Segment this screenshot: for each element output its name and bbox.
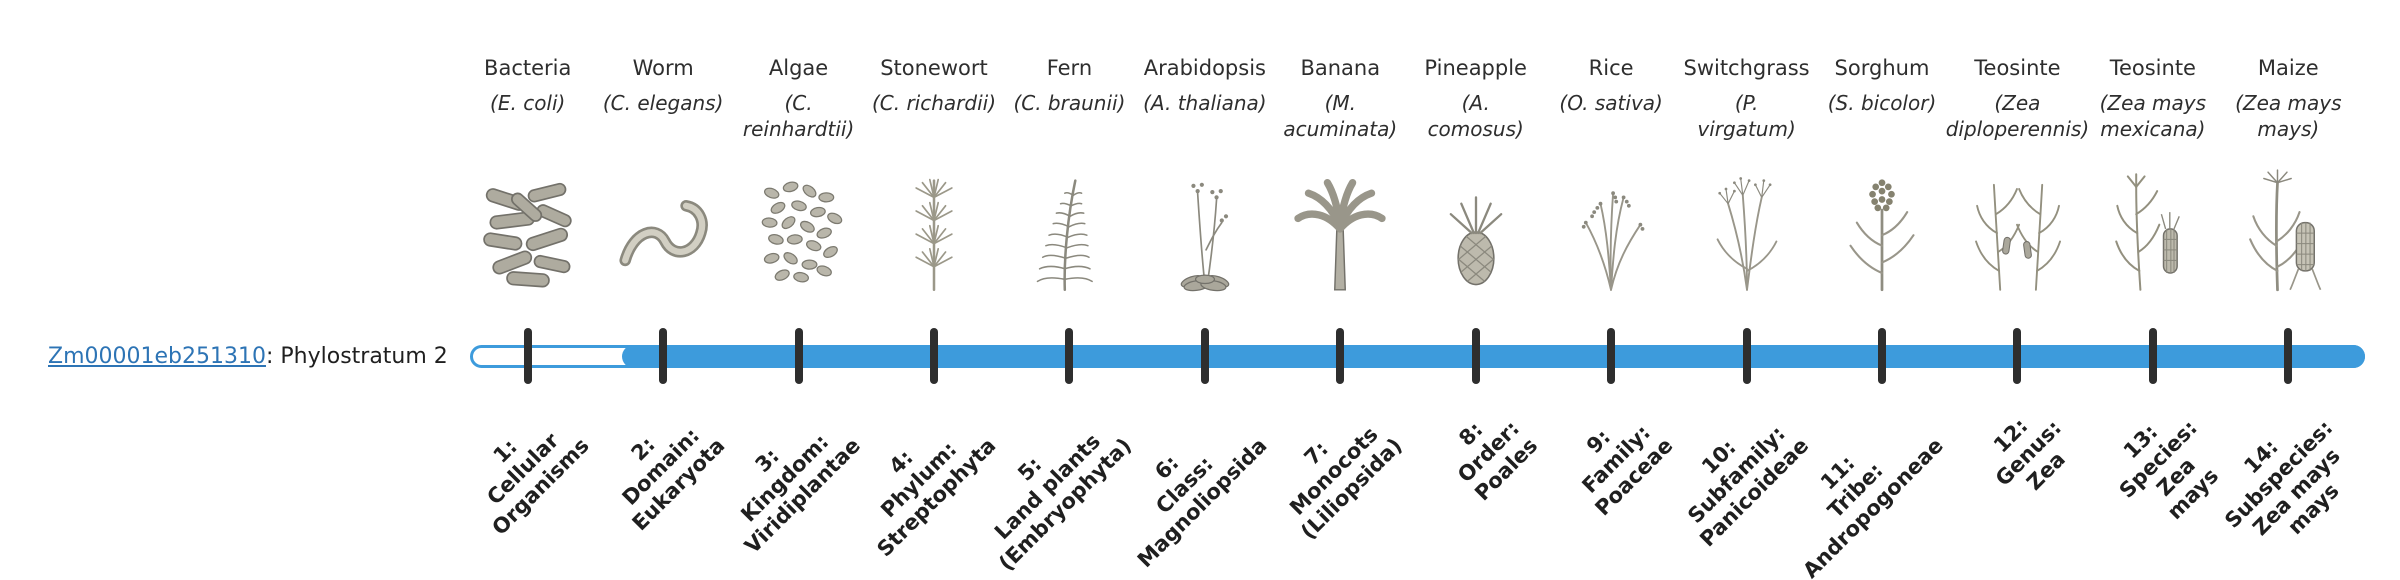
stratum-column-3: Algae (C. reinhardtii) 3: Kingdom: Virid… bbox=[731, 0, 866, 580]
organism-scientific-name: (C. braunii) bbox=[1013, 91, 1126, 115]
organism-scientific-name: (Zea diploperennis) bbox=[1945, 91, 2090, 141]
organism-name: Sorghum bbox=[1834, 56, 1930, 80]
organism-scientific-name: (S. bicolor) bbox=[1827, 91, 1937, 115]
organism-scientific-name: (A. thaliana) bbox=[1143, 91, 1267, 115]
organism-name: Stonewort bbox=[880, 56, 988, 80]
stratum-tick bbox=[1607, 328, 1616, 384]
phylo-bar-fill bbox=[622, 345, 2365, 368]
stratum-tick bbox=[523, 328, 532, 384]
stratum-tick bbox=[2013, 328, 2022, 384]
organism-name: Banana bbox=[1300, 56, 1381, 80]
sorghum-icon bbox=[1823, 168, 1941, 294]
stratum-column-7: Banana (M. acuminata) 7: Monocots (Lilio… bbox=[1273, 0, 1408, 580]
stratum-tick bbox=[929, 328, 938, 384]
stratum-column-12: Teosinte (Zea diploperennis) 12: Genus: … bbox=[1946, 0, 2089, 580]
gene-label: Zm00001eb251310: Phylostratum 2 bbox=[48, 344, 448, 370]
stratum-tick bbox=[2148, 328, 2157, 384]
organism-name: Teosinte bbox=[2109, 56, 2196, 80]
stratum-tick bbox=[1336, 328, 1345, 384]
stratum-tick bbox=[1877, 328, 1886, 384]
organism-scientific-name: (C. elegans) bbox=[602, 91, 724, 115]
stratum-label: 2: Domain: Eukaryota bbox=[617, 423, 730, 535]
organism-name: Bacteria bbox=[484, 56, 572, 80]
stratum-column-10: Switchgrass (P. virgatum) 10: Subfamily:… bbox=[1679, 0, 1814, 580]
banana-icon bbox=[1281, 168, 1399, 294]
stratum-column-2: Worm (C. elegans) 2: Domain: Eukaryota bbox=[595, 0, 730, 580]
organism-scientific-name: (O. sativa) bbox=[1559, 91, 1663, 115]
stratum-column-11: Sorghum (S. bicolor) 11: Tribe: Andropog… bbox=[1798, 0, 1949, 580]
stratum-tick bbox=[794, 328, 803, 384]
gene-link[interactable]: Zm00001eb251310 bbox=[48, 344, 266, 369]
organism-scientific-name: (C. reinhardtii) bbox=[742, 91, 855, 141]
organism-scientific-name: (C. richardii) bbox=[871, 91, 996, 115]
teosinte-mexicana-icon bbox=[2094, 168, 2212, 294]
strata-columns: Bacteria (E. coli) 1: Cellular Organisms… bbox=[460, 0, 2356, 580]
stratum-label: 12: Genus: Zea bbox=[1989, 413, 2070, 495]
stratum-column-9: Rice (O. sativa) 9: Family: Poaceae bbox=[1543, 0, 1678, 580]
organism-name: Arabidopsis bbox=[1143, 56, 1266, 80]
organism-name: Fern bbox=[1046, 56, 1093, 80]
organism-name: Worm bbox=[632, 56, 694, 80]
stratum-column-8: Pineapple (A. comosus) 8: Order: Poales bbox=[1408, 0, 1543, 580]
stratum-tick bbox=[1471, 328, 1480, 384]
stratum-label: 7: Monocots (Liliopsida) bbox=[1284, 422, 1407, 544]
organism-name: Teosinte bbox=[1974, 56, 2061, 80]
organism-scientific-name: (Zea mays mays) bbox=[2235, 91, 2342, 141]
worm-icon bbox=[604, 168, 722, 294]
stratum-column-14: Maize (Zea mays mays) 14: Subspecies: Ze… bbox=[2220, 0, 2356, 580]
organism-scientific-name: (Zea mays mexicana) bbox=[2099, 91, 2207, 141]
stratum-label: 1: Cellular Organisms bbox=[482, 428, 594, 540]
algae-icon bbox=[740, 168, 858, 294]
teosinte-diploperennis-icon bbox=[1958, 168, 2076, 294]
stratum-label: 14: Subspecies: Zea mays mays bbox=[2219, 415, 2344, 540]
fern-icon bbox=[1010, 168, 1128, 294]
organism-scientific-name: (M. acuminata) bbox=[1283, 91, 1398, 141]
rice-icon bbox=[1552, 168, 1670, 294]
pineapple-icon bbox=[1417, 168, 1535, 294]
organism-scientific-name: (A. comosus) bbox=[1427, 91, 1524, 141]
arabidopsis-icon bbox=[1146, 168, 1264, 294]
stratum-tick bbox=[2284, 328, 2293, 384]
stratum-column-1: Bacteria (E. coli) 1: Cellular Organisms bbox=[460, 0, 595, 580]
organism-name: Switchgrass bbox=[1683, 56, 1810, 80]
stratum-tick bbox=[1742, 328, 1751, 384]
organism-scientific-name: (P. virgatum) bbox=[1697, 91, 1796, 141]
organism-name: Rice bbox=[1588, 56, 1634, 80]
maize-icon bbox=[2229, 168, 2347, 294]
bacteria-icon bbox=[469, 168, 587, 294]
switchgrass-icon bbox=[1688, 168, 1806, 294]
stratum-tick bbox=[659, 328, 668, 384]
gene-phylostratum-text: : Phylostratum 2 bbox=[265, 344, 448, 369]
stratum-column-4: Stonewort (C. richardii) 4: Phylum: Stre… bbox=[866, 0, 1001, 580]
organism-scientific-name: (E. coli) bbox=[490, 91, 566, 115]
stratum-column-13: Teosinte (Zea mays mexicana) 13: Species… bbox=[2085, 0, 2223, 580]
stratum-column-5: Fern (C. braunii) 5: Land plants (Embryo… bbox=[989, 0, 1137, 580]
stonewort-icon bbox=[875, 168, 993, 294]
organism-name: Maize bbox=[2257, 56, 2319, 80]
stratum-tick bbox=[1200, 328, 1209, 384]
organism-name: Algae bbox=[768, 56, 829, 80]
stratum-label: 8: Order: Poales bbox=[1452, 416, 1542, 506]
stratum-column-6: Arabidopsis (A. thaliana) 6: Class: Magn… bbox=[1132, 0, 1272, 580]
organism-name: Pineapple bbox=[1424, 56, 1527, 80]
stratum-label: 9: Family: Poaceae bbox=[1577, 420, 1678, 521]
stratum-label: 13: Species: Zea mays bbox=[2114, 415, 2224, 525]
stratum-tick bbox=[1065, 328, 1074, 384]
